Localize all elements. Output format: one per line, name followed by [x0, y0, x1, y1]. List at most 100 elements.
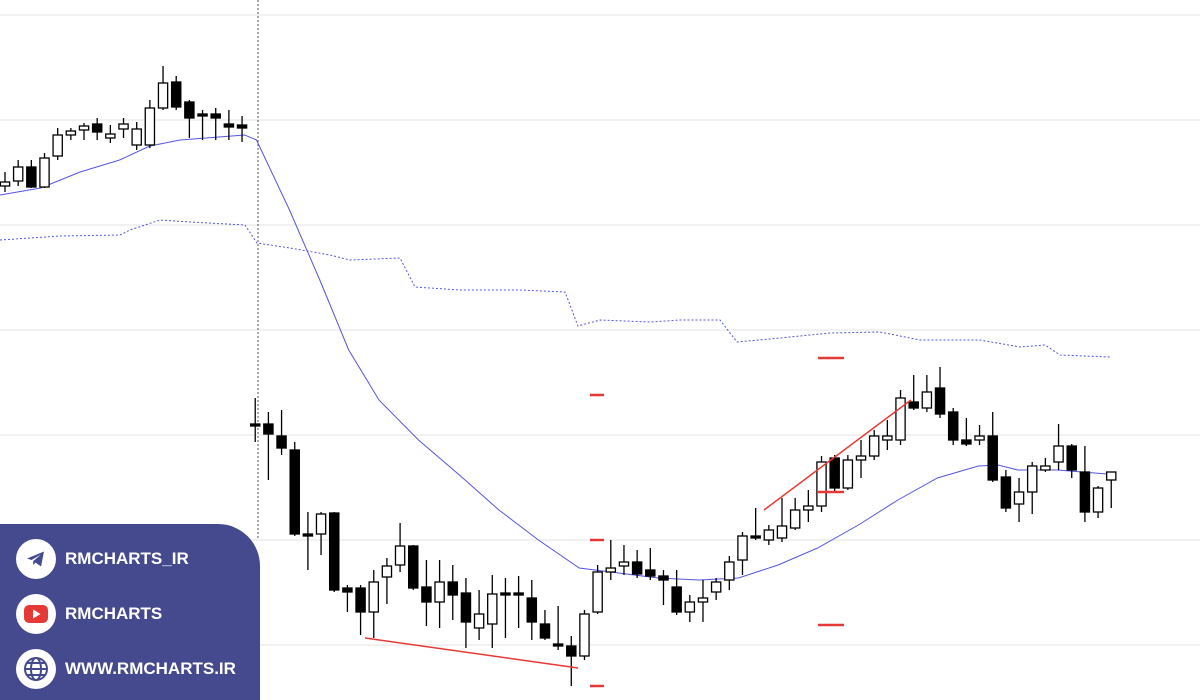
- candle-body: [763, 529, 775, 541]
- candle-body: [236, 124, 248, 129]
- candle-body: [157, 82, 169, 109]
- candle-body: [394, 545, 406, 566]
- link-row[interactable]: WWW.RMCHARTS.IR: [16, 649, 236, 689]
- link-row[interactable]: RMCHARTS: [16, 594, 162, 634]
- candle-body: [961, 439, 972, 445]
- candle-body: [947, 411, 959, 441]
- candle-body: [12, 166, 24, 182]
- candle-body: [618, 561, 630, 567]
- candle-body: [855, 455, 867, 461]
- candle-body: [816, 461, 827, 507]
- candle-body: [447, 581, 459, 596]
- candle-body: [1053, 445, 1064, 463]
- candle-body: [91, 123, 103, 133]
- candle-body: [526, 597, 538, 623]
- candle-body: [342, 587, 353, 593]
- candle-body: [263, 423, 274, 435]
- candle-body: [0, 181, 11, 187]
- candle-body: [908, 401, 919, 409]
- candle-body: [803, 505, 814, 511]
- candle-body: [315, 513, 327, 535]
- candle-body: [710, 581, 722, 593]
- trend-line: [763, 399, 912, 511]
- candle-body: [1040, 465, 1051, 471]
- candle-body: [131, 128, 142, 146]
- candle-body: [579, 613, 590, 657]
- candle-body: [658, 575, 669, 581]
- candle-body: [434, 581, 445, 603]
- candle-body: [684, 601, 696, 613]
- candle-body: [829, 457, 840, 489]
- candle-body: [974, 435, 985, 441]
- candle-body: [368, 581, 380, 613]
- link-row[interactable]: RMCHARTS_IR: [16, 539, 189, 579]
- candle-body: [539, 623, 551, 639]
- candle-body: [328, 512, 340, 591]
- candle-body: [144, 107, 156, 146]
- candle-body: [868, 435, 880, 457]
- candle-body: [276, 435, 287, 449]
- telegram-icon: [16, 539, 56, 579]
- candle-body: [1066, 445, 1077, 471]
- candle-body: [671, 586, 682, 613]
- candle-body: [789, 509, 801, 529]
- candle-body: [118, 123, 129, 130]
- candle-body: [487, 593, 498, 625]
- candle-body: [1026, 465, 1038, 493]
- candle-body: [895, 397, 906, 441]
- link-label: RMCHARTS_IR: [65, 549, 189, 568]
- candle-body: [513, 592, 524, 596]
- candle-body: [407, 545, 419, 589]
- candle-body: [65, 130, 77, 136]
- candle-body: [1105, 471, 1117, 481]
- moving-average: [0, 219, 1110, 358]
- candle-body: [78, 125, 90, 131]
- candle-body: [249, 423, 261, 427]
- candle-body: [552, 643, 564, 647]
- candle-body: [697, 597, 709, 603]
- candle-body: [566, 645, 577, 657]
- social-panel: RMCHARTS_IR RMCHARTS WWW.RMCHARTS.IR: [0, 524, 260, 700]
- candle-body: [473, 613, 485, 629]
- globe-icon: [16, 649, 56, 689]
- candle-body: [645, 569, 656, 577]
- candle-body: [1000, 476, 1012, 509]
- candle-body: [223, 123, 235, 128]
- annotations: [364, 356, 912, 688]
- candles: [0, 66, 1117, 686]
- candle-body: [52, 134, 63, 157]
- indicators: [0, 134, 1110, 581]
- candle-body: [500, 592, 511, 596]
- candle-body: [381, 565, 393, 578]
- candle-body: [197, 113, 208, 117]
- candle-body: [750, 535, 761, 539]
- candle-body: [289, 449, 300, 535]
- candle-body: [210, 113, 221, 119]
- candle-body: [105, 133, 116, 139]
- moving-average: [0, 134, 1108, 581]
- trend-line: [364, 637, 579, 669]
- candle-body: [1092, 487, 1104, 513]
- candle-body: [170, 81, 182, 108]
- link-label: WWW.RMCHARTS.IR: [65, 659, 236, 678]
- candle-body: [592, 571, 603, 613]
- candle-body: [421, 586, 432, 603]
- candle-body: [184, 101, 195, 119]
- candle-body: [737, 535, 748, 561]
- candle-body: [460, 592, 472, 623]
- candle-body: [355, 587, 366, 613]
- candle-body: [631, 561, 643, 575]
- candle-body: [1013, 491, 1025, 505]
- candle-body: [776, 525, 788, 539]
- candle-body: [39, 157, 50, 188]
- candle-body: [724, 561, 735, 581]
- candle-body: [605, 567, 617, 573]
- candle-body: [934, 387, 946, 415]
- link-label: RMCHARTS: [65, 604, 163, 623]
- candle-body: [882, 435, 893, 441]
- candle-body: [26, 166, 37, 188]
- candle-body: [987, 435, 998, 481]
- candle-body: [1079, 471, 1091, 513]
